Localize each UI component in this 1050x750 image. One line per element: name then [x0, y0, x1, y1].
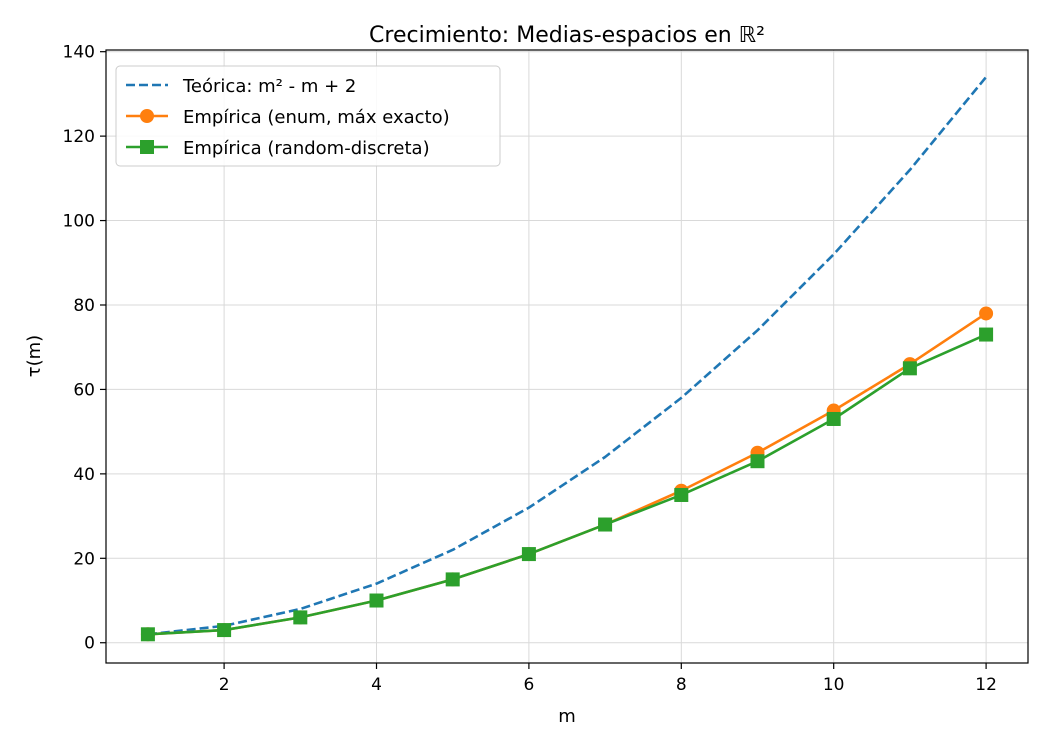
legend-item: Empírica (random-discreta) [126, 138, 430, 159]
y-tick-label: 80 [73, 296, 95, 316]
legend-label: Teórica: m² - m + 2 [182, 76, 356, 97]
legend-marker [140, 140, 154, 154]
y-axis-label: τ(m) [24, 335, 45, 377]
legend-label: Empírica (random-discreta) [183, 138, 430, 159]
legend-marker [140, 109, 154, 123]
series-3 [140, 327, 994, 642]
legend-label: Empírica (enum, máx exacto) [183, 107, 450, 128]
y-tick-label: 120 [63, 127, 95, 147]
data-point [369, 593, 384, 608]
data-point [217, 623, 232, 638]
data-point [140, 627, 155, 642]
y-tick-label: 60 [73, 380, 95, 400]
x-tick-label: 6 [523, 675, 534, 695]
data-point [979, 327, 994, 342]
x-tick-label: 4 [371, 675, 382, 695]
legend-item: Empírica (enum, máx exacto) [126, 107, 450, 128]
y-tick-label: 0 [84, 634, 95, 654]
legend: Teórica: m² - m + 2 Empírica (enum, máx e… [115, 65, 501, 167]
x-tick-label: 12 [975, 675, 997, 695]
x-tick-label: 8 [676, 675, 687, 695]
y-tick-label: 20 [73, 549, 95, 569]
data-point [674, 487, 689, 502]
y-tick-label: 100 [63, 212, 95, 232]
y-tick-label: 140 [63, 43, 95, 63]
series-line [147, 333, 987, 636]
series-layer [140, 76, 994, 642]
data-point [979, 306, 994, 321]
x-axis-label: m [558, 706, 576, 727]
y-tick-label: 40 [73, 465, 95, 485]
data-point [750, 454, 765, 469]
data-point [598, 517, 613, 532]
grid [106, 50, 1028, 663]
series-1 [147, 76, 988, 636]
chart-title: Crecimiento: Medias-espacios en ℝ² [369, 23, 765, 48]
x-tick-label: 10 [823, 675, 845, 695]
series-line [147, 76, 988, 636]
data-point [521, 547, 536, 562]
legend-item: Teórica: m² - m + 2 [126, 76, 356, 97]
data-point [902, 361, 917, 376]
data-point [826, 411, 841, 426]
plot-frame [105, 49, 1029, 664]
x-tick-label: 2 [219, 675, 230, 695]
data-point [293, 610, 308, 625]
data-point [445, 572, 460, 587]
legend-box [115, 65, 501, 167]
